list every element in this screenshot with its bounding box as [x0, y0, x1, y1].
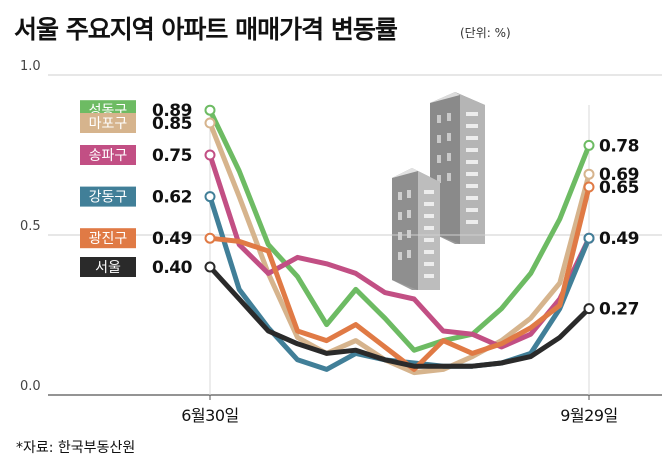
x-tick-label: 6월30일 — [181, 406, 238, 425]
point-marker — [204, 261, 216, 273]
start-value-label: 0.62 — [152, 188, 192, 208]
series-line-0 — [207, 107, 592, 353]
start-value-label: 0.75 — [152, 146, 192, 166]
start-value-label: 0.40 — [152, 258, 193, 278]
unit-label: (단위: %) — [460, 26, 511, 40]
end-value-label: 0.69 — [599, 165, 639, 185]
point-marker — [583, 181, 595, 193]
start-value-label: 0.49 — [152, 229, 192, 249]
point-marker — [583, 139, 595, 151]
x-tick-label: 9월29일 — [560, 406, 617, 425]
series-line-1 — [207, 120, 592, 376]
series-markers — [204, 104, 595, 315]
apartment-building-icon — [392, 92, 485, 290]
legend-badge — [80, 145, 136, 165]
legend-badge — [80, 186, 136, 207]
point-marker — [204, 117, 216, 129]
point-marker — [204, 232, 216, 244]
end-value-labels: 0.78 0.69 0.49 0.65 0.27 — [599, 136, 639, 319]
point-marker — [583, 232, 595, 244]
start-value-label: 0.85 — [152, 114, 192, 134]
y-tick-label: 0.5 — [20, 219, 41, 234]
source-note: *자료: 한국부동산원 — [16, 440, 135, 456]
point-marker — [583, 168, 595, 180]
gridlines — [48, 74, 662, 396]
point-marker — [204, 191, 216, 203]
end-value-label: 0.49 — [599, 229, 639, 249]
legend-badge — [80, 113, 136, 133]
y-tick-label: 1.0 — [20, 59, 41, 74]
series-line-4 — [207, 184, 592, 372]
end-value-label: 0.27 — [599, 300, 639, 320]
y-tick-label: 0.0 — [20, 379, 41, 394]
legend-badge — [80, 257, 136, 277]
legend-label: 강동구 — [89, 190, 128, 206]
series-lines — [207, 107, 592, 376]
end-value-label: 0.65 — [599, 178, 639, 198]
legend-label: 광진구 — [89, 231, 128, 247]
chart-title: 서울 주요지역 아파트 매매가격 변동률 — [14, 15, 398, 44]
point-marker — [204, 104, 216, 116]
end-value-label: 0.78 — [599, 136, 639, 156]
legend-label: 서울 — [95, 260, 121, 276]
legend-label: 송파구 — [89, 148, 128, 164]
legend-label: 마포구 — [89, 116, 128, 132]
legend-badge — [80, 228, 136, 249]
point-marker — [204, 149, 216, 161]
point-marker — [583, 303, 595, 315]
y-axis: 0.0 0.5 1.0 — [20, 59, 41, 394]
start-value-label: 0.89 — [152, 101, 192, 121]
series-line-5 — [207, 264, 592, 369]
